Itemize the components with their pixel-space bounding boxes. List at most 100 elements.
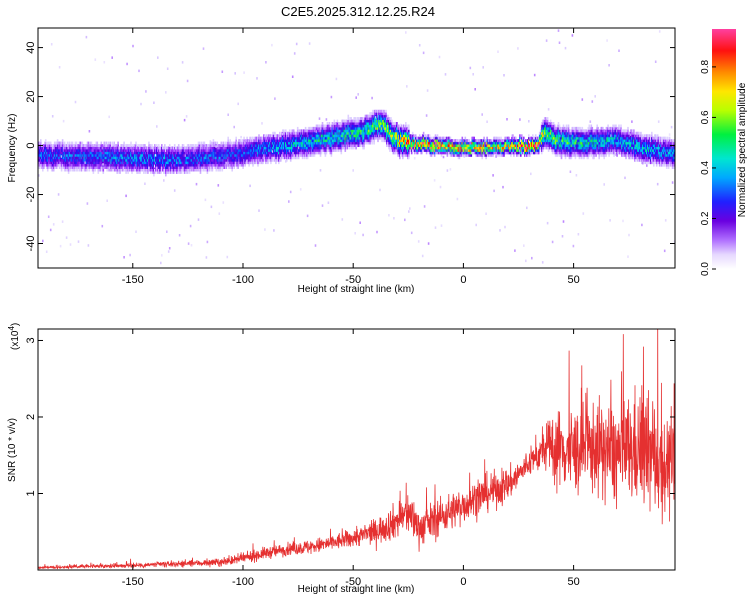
heatmap-cell [240, 161, 242, 165]
heatmap-cell [67, 151, 70, 155]
heatmap-cell [388, 124, 390, 128]
heatmap-cell [84, 166, 87, 169]
heatmap-cell [198, 141, 201, 145]
heatmap-cell [401, 144, 403, 147]
heatmap-cell [427, 144, 430, 147]
heatmap-cell [54, 153, 57, 157]
heatmap-cell [450, 149, 453, 152]
heatmap-cell [143, 156, 145, 160]
heatmap-cell [357, 136, 359, 140]
heatmap-cell [197, 163, 200, 167]
heatmap-cell [245, 158, 247, 162]
heatmap-cell [218, 156, 221, 160]
heatmap-cell [128, 158, 130, 162]
heatmap-cell [245, 139, 247, 143]
heatmap-cell [75, 151, 78, 155]
heatmap-cell [202, 47, 205, 50]
heatmap-cell [435, 139, 438, 143]
heatmap-cell [235, 161, 237, 165]
heatmap-cell [48, 156, 51, 160]
heatmap-cell [254, 153, 256, 157]
heatmap-cell [274, 97, 276, 100]
heatmap-cell [152, 151, 154, 155]
heatmap-cell [51, 153, 54, 157]
heatmap-cell [216, 158, 219, 162]
heatmap-cell [121, 156, 123, 160]
heatmap-cell [321, 141, 324, 145]
heatmap-cell [111, 144, 113, 147]
heatmap-cell [484, 141, 486, 145]
heatmap-cell [180, 171, 183, 174]
heatmap-cell [360, 124, 362, 128]
heatmap-cell [343, 131, 346, 135]
heatmap-cell [258, 146, 260, 150]
heatmap-cell [404, 124, 406, 128]
heatmap-cell [305, 129, 308, 133]
heatmap-cell [122, 146, 124, 150]
heatmap-cell [364, 124, 366, 128]
heatmap-cell [408, 131, 410, 135]
heatmap-cell [338, 141, 341, 145]
heatmap-cell [292, 149, 295, 152]
heatmap-cell [177, 153, 180, 157]
heatmap-cell [48, 146, 51, 150]
heatmap-cell [297, 139, 300, 143]
heatmap-cell [120, 166, 122, 169]
heatmap-cell [323, 144, 326, 147]
heatmap-cell [110, 166, 112, 169]
heatmap-cell [163, 171, 165, 174]
heatmap-cell [348, 126, 351, 130]
heatmap-cell [76, 146, 79, 150]
heatmap-cell [107, 156, 109, 160]
heatmap-cell [253, 153, 255, 157]
heatmap-cell [436, 151, 439, 155]
heatmap-cell [120, 149, 122, 152]
heatmap-cell [461, 144, 464, 147]
heatmap-cell [396, 131, 398, 135]
heatmap-cell [61, 220, 64, 223]
heatmap-cell [363, 126, 365, 130]
heatmap-cell [285, 151, 287, 155]
heatmap-cell [479, 151, 481, 155]
heatmap-cell [285, 129, 287, 133]
heatmap-cell [114, 163, 116, 167]
heatmap-cell [194, 163, 197, 167]
heatmap-cell [186, 146, 189, 150]
heatmap-cell [371, 126, 373, 130]
heatmap-cell [171, 171, 174, 174]
heatmap-cell [459, 146, 462, 150]
heatmap-cell [187, 158, 190, 162]
heatmap-cell [259, 149, 261, 152]
heatmap-cell [401, 141, 403, 145]
heatmap-cell [268, 146, 270, 150]
heatmap-cell [166, 166, 168, 169]
heatmap-cell [173, 158, 176, 162]
heatmap-cell [115, 158, 117, 162]
heatmap-cell [225, 166, 228, 169]
heatmap-cell [244, 161, 246, 165]
heatmap-cell [364, 122, 366, 125]
heatmap-cell [66, 168, 69, 172]
heatmap-cell [160, 163, 162, 167]
heatmap-cell [317, 129, 320, 133]
heatmap-cell [113, 141, 115, 145]
heatmap-cell [62, 149, 65, 152]
heatmap-cell [437, 146, 440, 150]
heatmap-cell [126, 153, 128, 157]
heatmap-cell [289, 153, 292, 157]
heatmap-cell [377, 122, 379, 125]
heatmap-cell [230, 161, 232, 165]
heatmap-cell [191, 144, 194, 147]
heatmap-cell [281, 149, 283, 152]
heatmap-cell [141, 168, 143, 172]
heatmap-cell [303, 131, 306, 135]
heatmap-cell [102, 158, 105, 162]
heatmap-cell [343, 124, 346, 128]
heatmap-cell [240, 151, 242, 155]
heatmap-cell [192, 149, 195, 152]
heatmap-cell [461, 151, 464, 155]
heatmap-cell [488, 146, 490, 150]
heatmap-cell [449, 149, 452, 152]
heatmap-cell [179, 158, 182, 162]
heatmap-cell [475, 149, 477, 152]
